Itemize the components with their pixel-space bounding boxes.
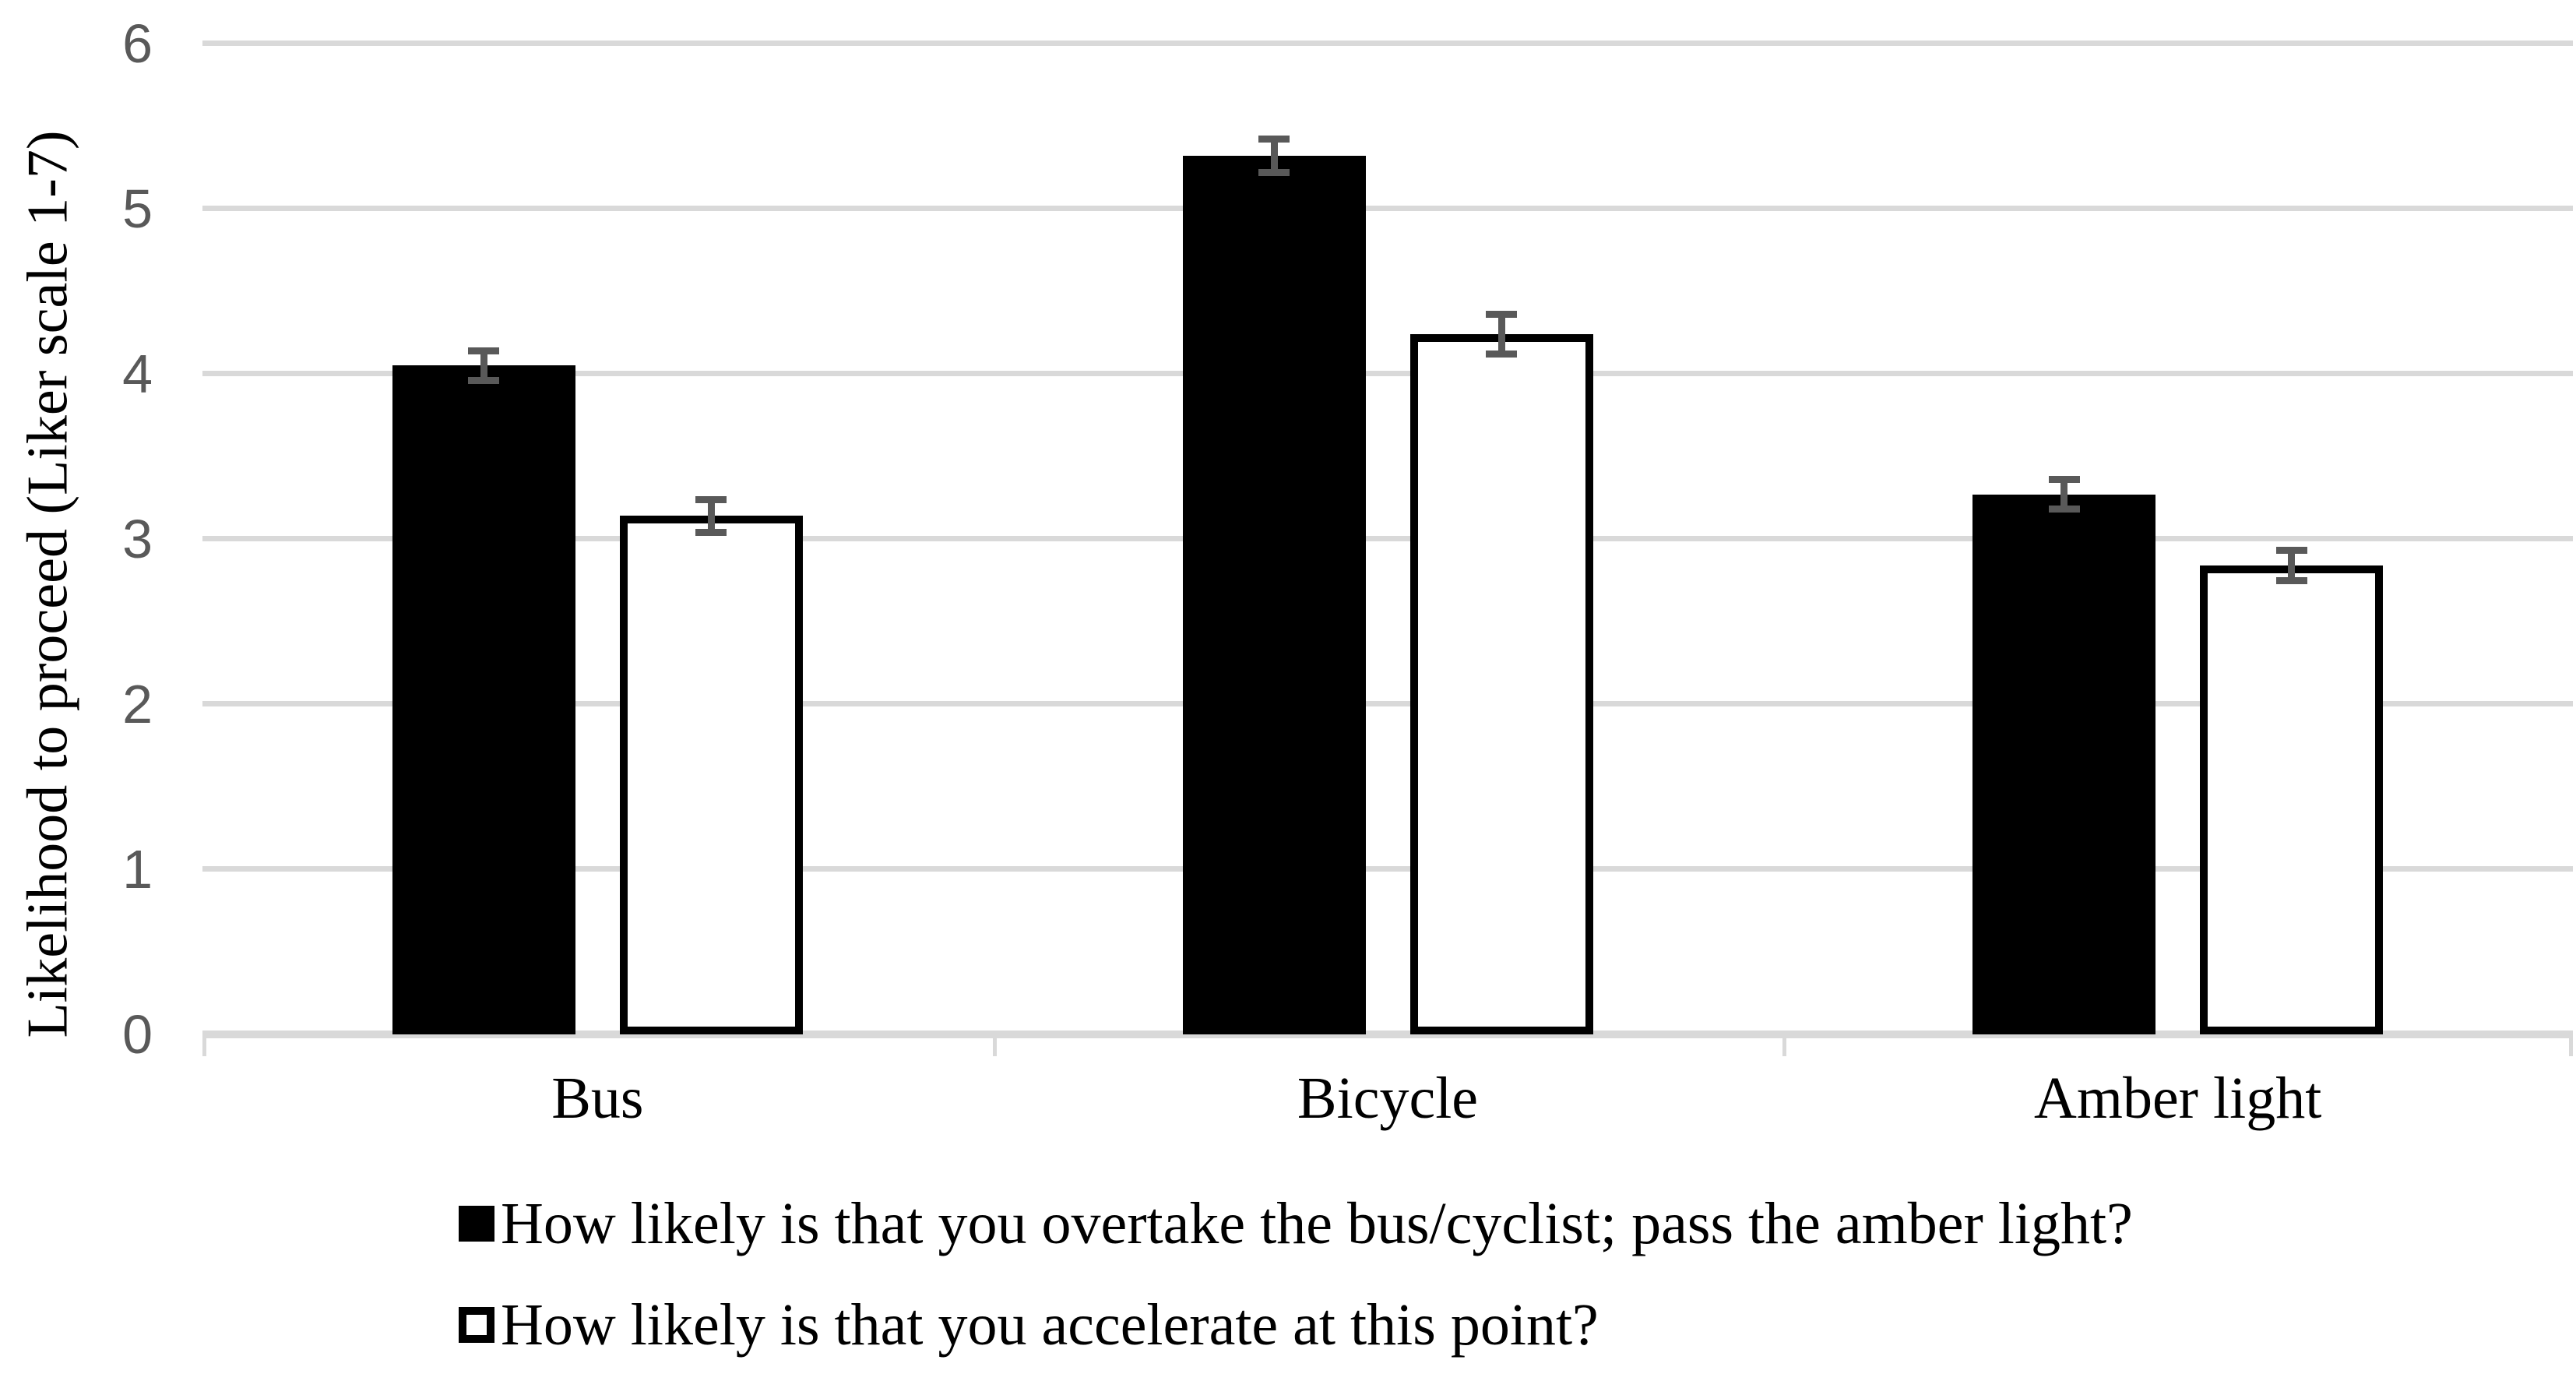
error-bar-bottom-cap	[695, 529, 727, 537]
bar-bicycle-series-2	[1409, 334, 1593, 1034]
error-bar-line	[1497, 314, 1505, 354]
x-axis-tick	[1782, 1034, 1787, 1056]
error-bar-top-cap	[695, 495, 727, 503]
error-bar-bottom-cap	[2048, 506, 2080, 513]
error-bar-line	[1270, 139, 1278, 173]
category-label-amber-light: Amber light	[2033, 1066, 2322, 1131]
category-label-bicycle: Bicycle	[1297, 1066, 1479, 1131]
gridline-y-3	[202, 536, 2573, 541]
bar-bus-series-2	[619, 516, 803, 1034]
legend-filled-square-icon	[459, 1206, 494, 1242]
gridline-y-1	[202, 866, 2573, 872]
error-bar-bottom-cap	[468, 376, 500, 384]
error-bar-top-cap	[468, 347, 500, 354]
error-bar-line	[2060, 479, 2068, 509]
plot-area	[202, 41, 2573, 1056]
x-axis-tick	[992, 1034, 997, 1056]
error-bar-line	[2288, 550, 2296, 580]
x-axis-line	[202, 1030, 2573, 1038]
error-bar-line	[707, 499, 715, 533]
error-bar-top-cap	[2275, 547, 2307, 555]
gridline-y-6	[202, 41, 2573, 46]
legend-row-2: How likely is that you accelerate at thi…	[459, 1274, 2133, 1374]
y-tick-label-3: 3	[122, 509, 153, 569]
gridline-y-2	[202, 701, 2573, 706]
gridline-y-5	[202, 206, 2573, 211]
error-bar-bottom-cap	[1258, 168, 1290, 176]
y-tick-label-2: 2	[122, 674, 153, 735]
error-bar-bottom-cap	[2275, 576, 2307, 584]
legend-row-1: How likely is that you overtake the bus/…	[459, 1173, 2133, 1274]
bar-amber-light-series-1	[1972, 494, 2156, 1034]
legend-open-square-icon	[459, 1307, 494, 1343]
y-tick-label-0: 0	[122, 1004, 153, 1065]
error-bar-top-cap	[1258, 136, 1290, 143]
error-bar-line	[480, 351, 487, 381]
category-label-bus: Bus	[551, 1066, 644, 1131]
error-bar-top-cap	[2048, 476, 2080, 484]
bar-amber-light-series-2	[2200, 565, 2384, 1034]
error-bar-top-cap	[1486, 311, 1517, 319]
y-tick-label-1: 1	[122, 839, 153, 900]
x-axis-tick	[202, 1034, 206, 1056]
x-axis-tick	[2569, 1034, 2573, 1056]
y-tick-label-5: 5	[122, 178, 153, 239]
bar-bus-series-1	[392, 365, 575, 1034]
y-tick-label-4: 4	[122, 344, 153, 404]
legend: How likely is that you overtake the bus/…	[459, 1173, 2133, 1374]
y-tick-label-6: 6	[122, 13, 153, 74]
gridline-y-4	[202, 371, 2573, 376]
bar-bicycle-series-1	[1182, 156, 1366, 1034]
legend-label-2: How likely is that you accelerate at thi…	[501, 1291, 1599, 1358]
legend-label-1: How likely is that you overtake the bus/…	[501, 1190, 2133, 1256]
error-bar-bottom-cap	[1486, 351, 1517, 358]
